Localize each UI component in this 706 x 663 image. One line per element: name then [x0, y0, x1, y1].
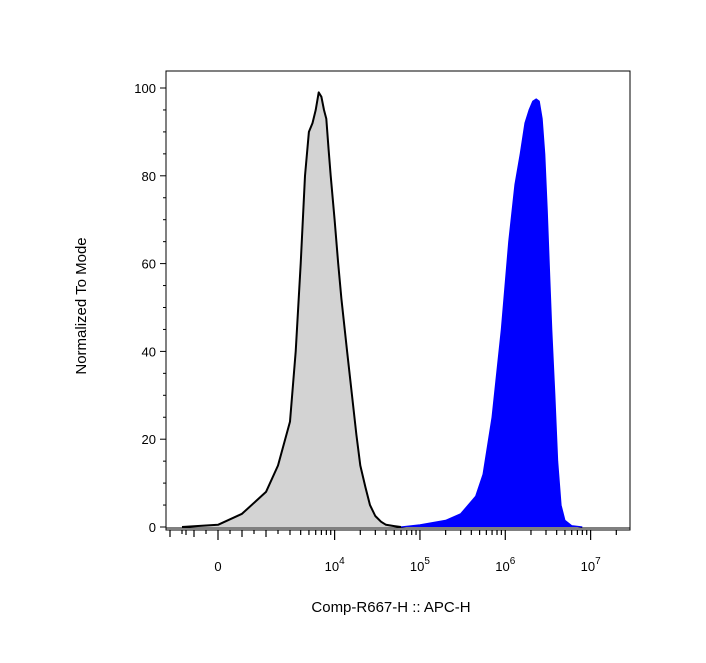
- series-2-area: [401, 99, 583, 527]
- x-axis-title: Comp-R667-H :: APC-H: [311, 599, 470, 616]
- x-tick-label: 0: [214, 559, 221, 574]
- x-tick-label: 105: [410, 556, 430, 574]
- x-tick-label: 106: [495, 556, 515, 574]
- x-tick-label: 107: [581, 556, 601, 574]
- y-axis-title: Normalized To Mode: [73, 237, 90, 374]
- x-axis: 0 104 105 106 107: [169, 530, 617, 574]
- y-tick-label: 80: [142, 169, 156, 184]
- series-1-line: [181, 91, 402, 528]
- y-axis: 0 20 40 60 80 100: [134, 81, 166, 535]
- y-tick-label: 20: [142, 432, 156, 447]
- y-tick-label: 40: [142, 344, 156, 359]
- plot-frame: [165, 70, 631, 531]
- series-1-area: [182, 92, 401, 528]
- y-tick-label: 60: [142, 257, 156, 272]
- x-tick-label: 104: [325, 556, 345, 574]
- y-tick-label: 0: [149, 520, 156, 535]
- y-tick-label: 100: [134, 81, 156, 96]
- series-2-line: [400, 98, 583, 528]
- series-layer: [166, 91, 630, 529]
